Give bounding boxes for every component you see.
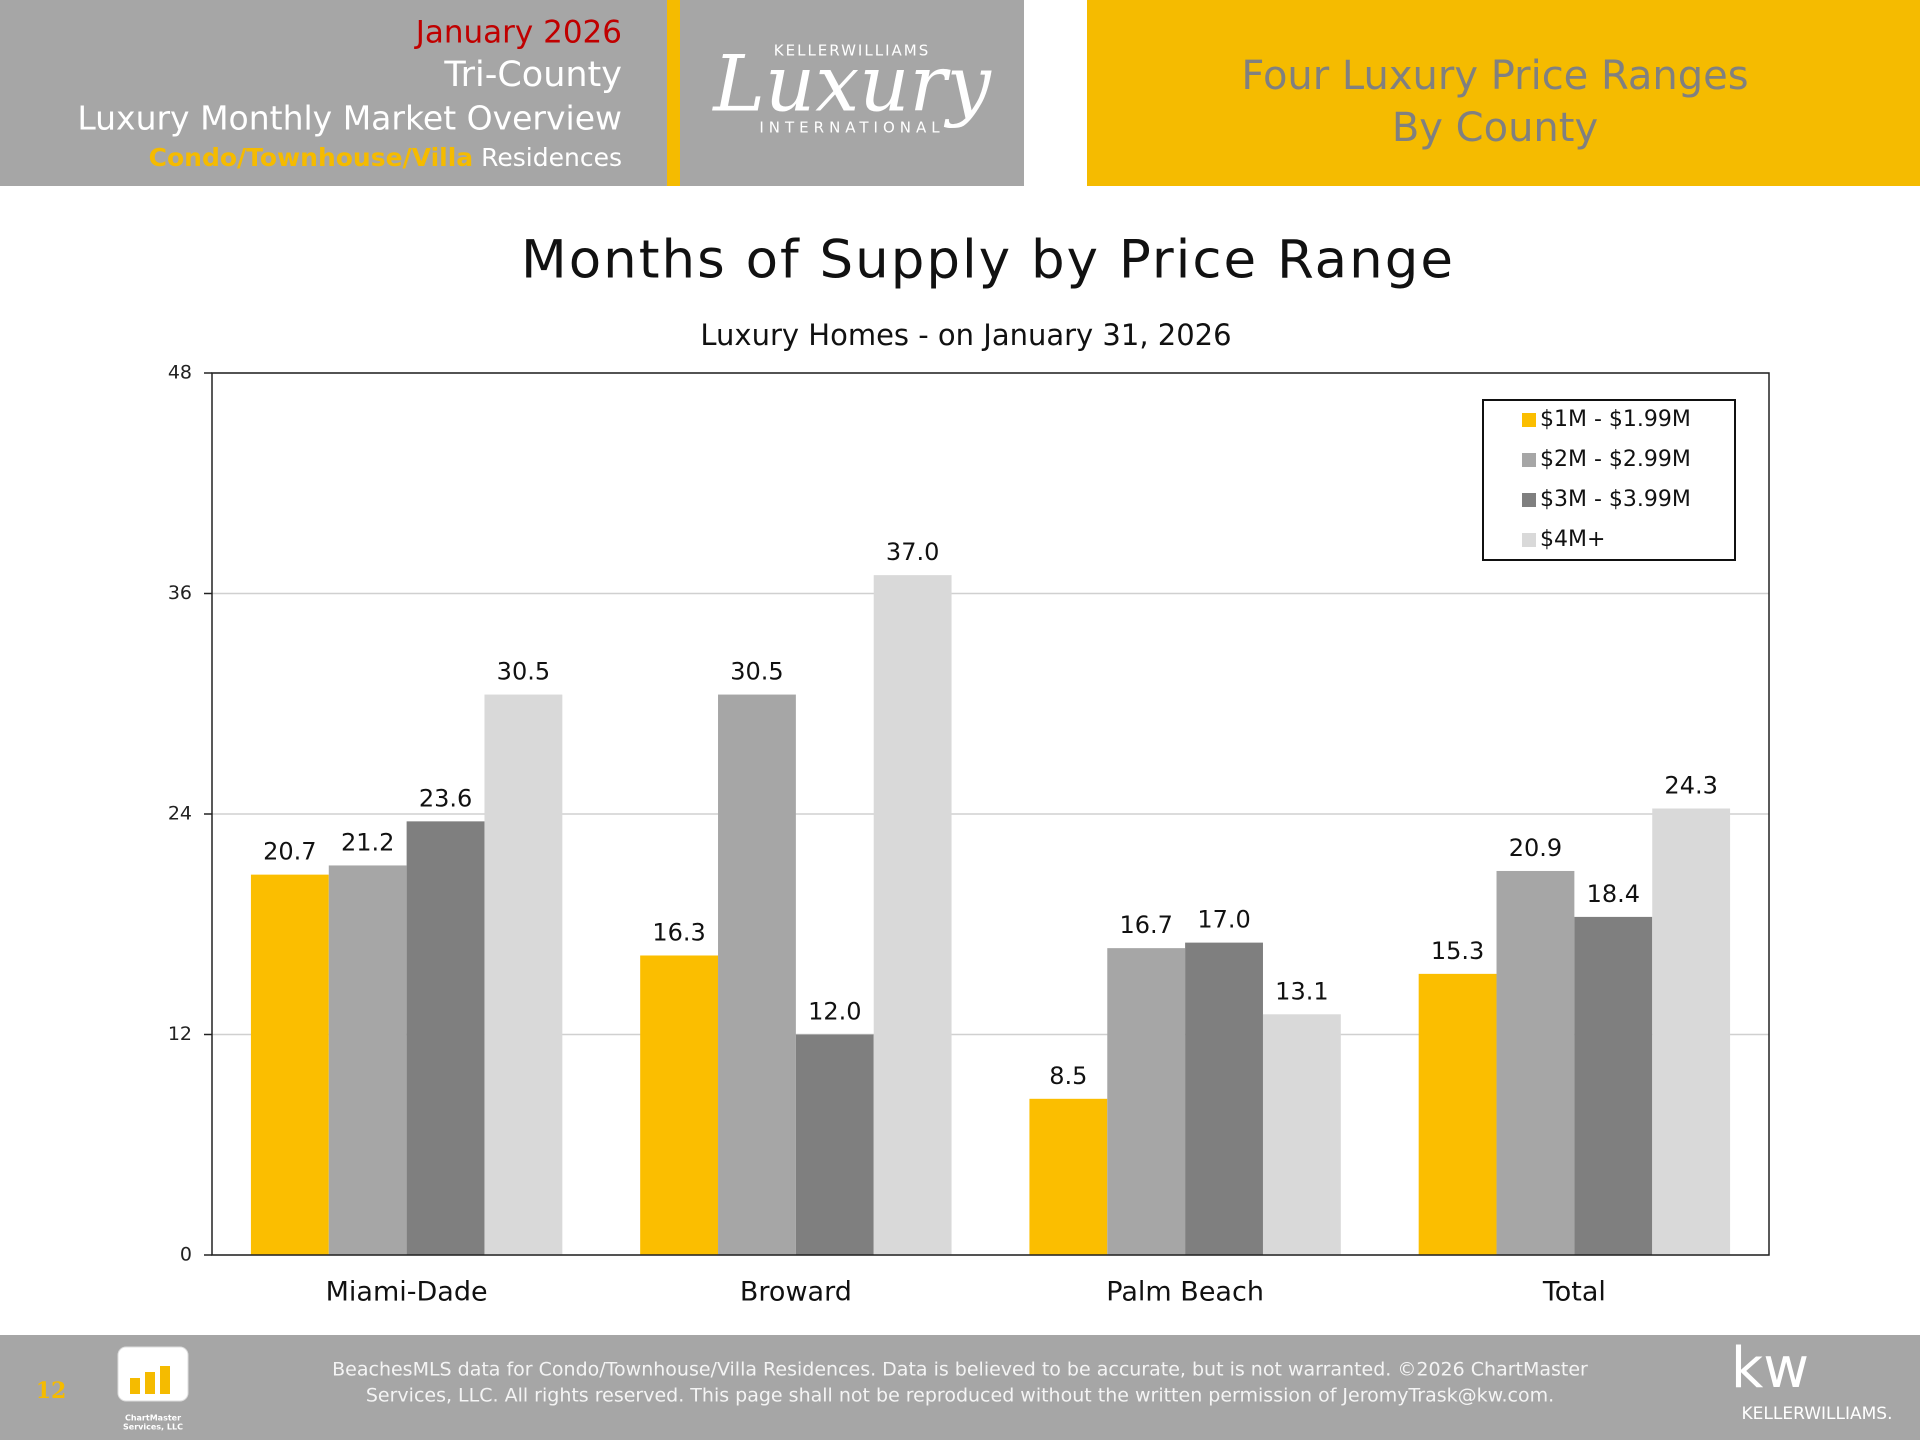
bar — [640, 955, 719, 1255]
value-label: 20.7 — [263, 838, 316, 866]
report-title: Luxury Monthly Market Overview — [77, 99, 622, 138]
x-tick-label: Miami-Dade — [326, 1277, 488, 1308]
legend-label: $3M - $3.99M — [1540, 487, 1691, 512]
value-label: 24.3 — [1664, 771, 1717, 799]
value-label: 16.7 — [1119, 911, 1172, 939]
bar — [328, 865, 407, 1255]
bar — [250, 874, 329, 1255]
value-label: 30.5 — [730, 658, 783, 686]
legend-swatch — [1522, 493, 1536, 507]
disclaimer: BeachesMLS data for Condo/Townhouse/Vill… — [332, 1359, 1588, 1381]
value-label: 20.9 — [1509, 834, 1562, 862]
legend-label: $4M+ — [1540, 527, 1605, 552]
bar — [406, 821, 485, 1255]
header-stripe — [667, 0, 680, 186]
icon-bar — [145, 1372, 155, 1394]
legend-swatch — [1522, 533, 1536, 547]
chart-title: Months of Supply by Price Range — [521, 230, 1455, 291]
bar — [1418, 973, 1497, 1255]
header-panel — [0, 0, 1024, 186]
bar — [795, 1034, 874, 1255]
bar — [1107, 948, 1186, 1255]
value-label: 23.6 — [419, 784, 472, 812]
legend-swatch — [1522, 453, 1536, 467]
chartmaster-name: ChartMaster — [125, 1414, 181, 1423]
y-tick-label: 48 — [168, 362, 192, 384]
value-label: 15.3 — [1431, 937, 1484, 965]
property-suffix: Residences — [481, 143, 622, 172]
kw-name: KELLERWILLIAMS. — [1742, 1404, 1893, 1424]
value-label: 16.3 — [652, 918, 705, 946]
banner-panel — [1087, 0, 1920, 186]
bar — [1262, 1014, 1341, 1255]
bar — [1652, 808, 1731, 1255]
property-type: Condo/Townhouse/Villa — [149, 143, 474, 172]
bar — [718, 694, 796, 1255]
logo-sub: INTERNATIONAL — [759, 119, 944, 137]
x-tick-label: Palm Beach — [1106, 1277, 1264, 1308]
value-label: 21.2 — [341, 828, 394, 856]
y-tick-label: 0 — [180, 1244, 192, 1266]
icon-bar — [160, 1366, 170, 1394]
bar — [873, 575, 952, 1255]
y-tick-label: 12 — [168, 1023, 192, 1045]
bar — [484, 694, 563, 1255]
value-label: 17.0 — [1197, 906, 1250, 934]
plot-frame — [211, 372, 1770, 1256]
x-tick-label: Broward — [740, 1277, 852, 1308]
value-label: 37.0 — [886, 538, 939, 566]
logo-brand: KELLERWILLIAMS — [774, 42, 930, 60]
chart: 0 12 24 36 48 Miami-Dade 20.7 21.2 23.6 30.5 Browa… — [168, 362, 1770, 1308]
disclaimer: Services, LLC. All rights reserved. This… — [366, 1385, 1554, 1407]
x-tick-label: Total — [1542, 1277, 1606, 1308]
value-label: 18.4 — [1587, 880, 1640, 908]
legend-label: $2M - $2.99M — [1540, 447, 1691, 472]
bar — [1496, 870, 1575, 1255]
y-tick-label: 36 — [168, 582, 192, 604]
property-line: Condo/Townhouse/Villa Residences — [149, 143, 622, 172]
page-number: 12 — [36, 1378, 67, 1404]
icon-bar — [130, 1378, 140, 1394]
report-date: January 2026 — [414, 15, 622, 51]
value-label: 30.5 — [497, 658, 550, 686]
banner-line: Four Luxury Price Ranges — [1241, 53, 1748, 99]
bar — [1574, 916, 1653, 1255]
bar — [1029, 1098, 1108, 1255]
kw-mark: kw — [1731, 1336, 1809, 1401]
logo-word: Luxury — [711, 40, 992, 130]
legend-label: $1M - $1.99M — [1540, 407, 1691, 432]
chartmaster-company: Services, LLC — [123, 1423, 183, 1432]
footer-panel — [0, 1335, 1920, 1440]
legend-swatch — [1522, 413, 1536, 427]
bar — [1185, 942, 1263, 1255]
value-label: 13.1 — [1275, 977, 1328, 1005]
chart-subtitle: Luxury Homes - on January 31, 2026 — [700, 318, 1231, 352]
value-label: 8.5 — [1049, 1062, 1087, 1090]
report-region: Tri-County — [443, 55, 622, 95]
banner-line: By County — [1392, 105, 1598, 151]
y-tick-label: 24 — [168, 803, 192, 825]
value-label: 12.0 — [808, 998, 861, 1026]
